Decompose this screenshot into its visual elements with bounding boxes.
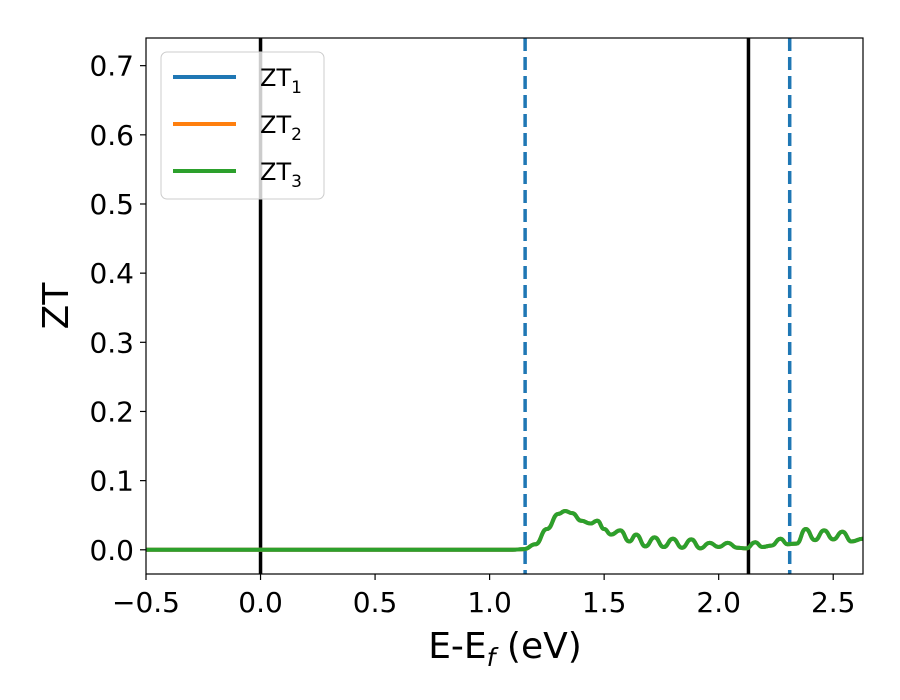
- y-tick-label: 0.4: [89, 257, 134, 290]
- y-axis-ticks: 0.0 0.1 0.2 0.3 0.4 0.5 0.6 0.7: [89, 50, 146, 567]
- legend-label-ZT3: ZT3: [260, 158, 302, 192]
- x-tick-label: 0.5: [353, 586, 398, 619]
- y-tick-label: 0.7: [89, 50, 134, 83]
- y-axis-label: ZT: [36, 282, 77, 330]
- legend: ZT1 ZT2 ZT3: [160, 51, 325, 200]
- legend-label-ZT2: ZT2: [260, 111, 302, 145]
- x-axis-label: E-Ef (eV): [428, 626, 582, 672]
- series-lines: [146, 509, 863, 552]
- series-line-ZT3: [146, 509, 863, 552]
- x-tick-label: 2.5: [811, 586, 856, 619]
- x-tick-label: 1.0: [467, 586, 512, 619]
- y-tick-label: 0.1: [89, 465, 134, 498]
- y-tick-label: 0.3: [89, 326, 134, 359]
- x-tick-label: 2.0: [696, 586, 741, 619]
- y-tick-label: 0.5: [89, 188, 134, 221]
- x-axis-ticks: −0.5 0.0 0.5 1.0 1.5 2.0 2.5: [112, 574, 855, 619]
- legend-label-ZT1: ZT1: [260, 64, 302, 98]
- y-tick-label: 0.0: [89, 534, 134, 567]
- plot-frame: [145, 37, 864, 575]
- x-tick-label: 0.0: [238, 586, 283, 619]
- legend-box: [160, 51, 325, 200]
- x-tick-label: 1.5: [582, 586, 627, 619]
- y-tick-label: 0.6: [89, 119, 134, 152]
- x-tick-label: −0.5: [112, 586, 180, 619]
- y-tick-label: 0.2: [89, 395, 134, 428]
